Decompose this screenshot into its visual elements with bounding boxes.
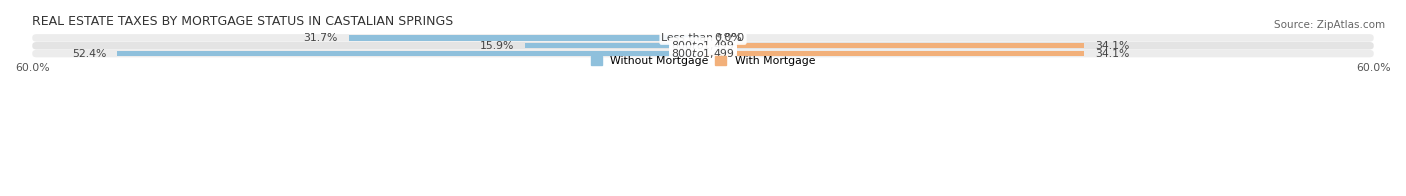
Bar (526, 43, 703, 48)
Bar (703, 51, 1084, 56)
Text: Less than $800: Less than $800 (661, 33, 745, 43)
Text: REAL ESTATE TAXES BY MORTGAGE STATUS IN CASTALIAN SPRINGS: REAL ESTATE TAXES BY MORTGAGE STATUS IN … (32, 15, 454, 28)
Bar (117, 51, 703, 56)
Legend: Without Mortgage, With Mortgage: Without Mortgage, With Mortgage (586, 52, 820, 71)
Text: 34.1%: 34.1% (1095, 41, 1130, 51)
Text: 31.7%: 31.7% (304, 33, 337, 43)
Text: 0.0%: 0.0% (714, 33, 742, 43)
Text: 52.4%: 52.4% (72, 49, 105, 59)
Bar (703, 43, 1084, 48)
Text: $800 to $1,499: $800 to $1,499 (671, 39, 735, 52)
Text: 15.9%: 15.9% (479, 41, 515, 51)
Bar (349, 35, 703, 41)
FancyBboxPatch shape (32, 42, 1374, 50)
FancyBboxPatch shape (32, 50, 1374, 57)
Text: 34.1%: 34.1% (1095, 49, 1130, 59)
FancyBboxPatch shape (32, 34, 1374, 42)
Text: Source: ZipAtlas.com: Source: ZipAtlas.com (1274, 20, 1385, 30)
Text: $800 to $1,499: $800 to $1,499 (671, 47, 735, 60)
